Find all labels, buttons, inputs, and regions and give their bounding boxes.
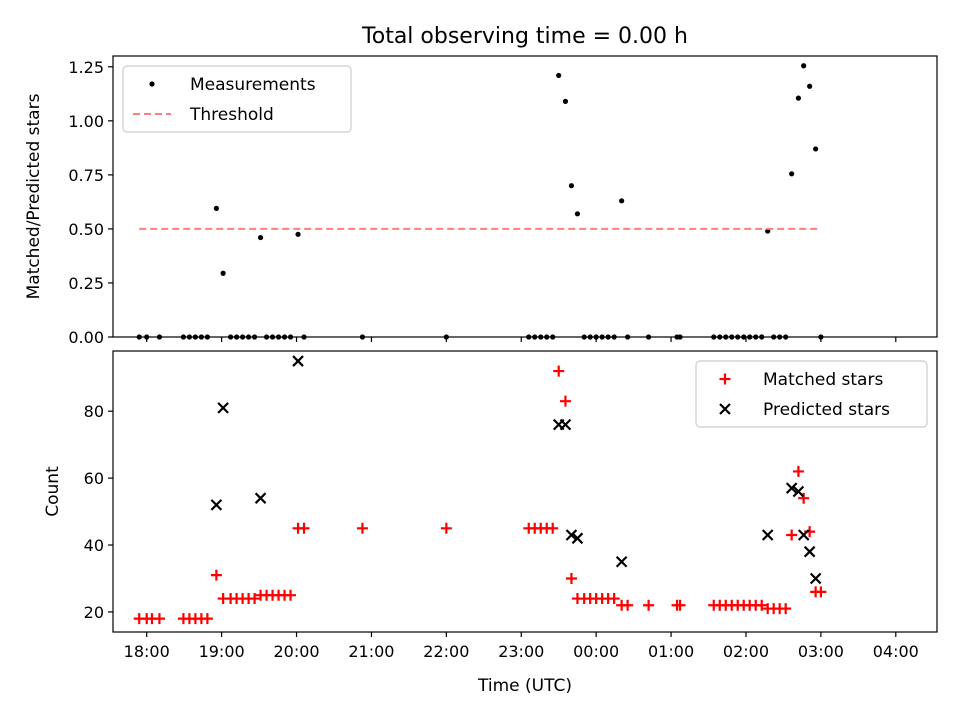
y-tick-label: 0.50: [68, 220, 104, 239]
matched-star-point: [674, 599, 686, 611]
matched-star-point: [643, 599, 655, 611]
matched-star-point: [153, 613, 165, 625]
legend-measurement-handle: [149, 81, 155, 87]
x-tick-label: 20:00: [273, 642, 319, 661]
measurement-point: [295, 231, 301, 237]
y-tick-label: 1.25: [68, 58, 104, 77]
measurement-point: [789, 171, 795, 177]
ratio-panel: 0.00 0.25 0.50 0.75 1.00 1.25 Matched/Predicte…: [24, 55, 938, 347]
measurement-point: [556, 72, 562, 79]
x-tick-label: 01:00: [648, 642, 694, 661]
predicted-star-point: [210, 499, 223, 511]
x-tick-label: 00:00: [573, 642, 619, 661]
x-tick-label: 03:00: [798, 642, 844, 661]
y-tick-label: 40: [84, 536, 104, 555]
legend-label: Threshold: [189, 105, 274, 125]
legend-box: [122, 65, 352, 133]
predicted-star-point: [803, 545, 816, 558]
predicted-star-point: [792, 485, 805, 498]
y-tick-label: 60: [84, 469, 104, 488]
measurement-point: [562, 98, 569, 104]
matched-star-point: [815, 586, 827, 598]
count-panel: 18:00 19:00 20:00 21:00 22:00 23:00 00:00 01:00…: [43, 350, 938, 661]
matched-star-point: [249, 593, 261, 605]
y-tick-label: 1.00: [68, 112, 104, 131]
axes-frame: [112, 55, 938, 338]
measurement-point: [795, 95, 802, 101]
matched-star-point: [780, 603, 792, 615]
predicted-star-point: [809, 572, 822, 585]
matched-star-point: [201, 613, 213, 625]
x-tick-label: 22:00: [423, 642, 469, 661]
matched-star-point: [622, 599, 634, 611]
matched-star-point: [798, 492, 810, 504]
matched-star-point: [559, 395, 571, 407]
matched-star-point: [356, 522, 368, 534]
predicted-star-point: [565, 529, 578, 541]
matched-star-point: [210, 569, 222, 581]
y-axis-label: Count: [43, 466, 63, 517]
legend-box: [695, 360, 928, 428]
predicted-star-point: [571, 532, 584, 545]
predicted-star-point: [761, 529, 774, 541]
legend-label: Predicted stars: [763, 400, 890, 420]
legend-label: Matched stars: [763, 370, 883, 390]
predicted-star-point: [797, 529, 810, 541]
measurement-point: [220, 270, 226, 276]
x-tick-label: 23:00: [498, 642, 544, 661]
matched-star-point: [440, 522, 452, 534]
matched-star-point: [553, 365, 565, 377]
measurement-point: [257, 234, 264, 241]
legend-predicted-handle: [719, 403, 731, 415]
y-tick-label: 0.75: [68, 166, 104, 185]
x-tick-label: 18:00: [124, 642, 170, 661]
y-tick-label: 0.25: [68, 274, 104, 293]
measurement-point: [813, 146, 819, 152]
matched-star-point: [786, 529, 798, 541]
matched-star-point: [565, 572, 577, 584]
matched-star-point: [792, 465, 804, 477]
x-axis-label: Time (UTC): [477, 676, 572, 696]
matched-star-point: [608, 593, 620, 605]
predicted-star-point: [254, 492, 267, 504]
predicted-star-point: [615, 555, 628, 568]
measurement-point: [801, 63, 807, 69]
x-tick-label: 19:00: [199, 642, 245, 661]
predicted-star-point: [217, 402, 229, 414]
chart-title: Total observing time = 0.00 h: [361, 24, 688, 49]
predicted-star-point: [785, 482, 798, 494]
matched-star-point: [298, 522, 310, 534]
x-tick-label: 04:00: [873, 642, 919, 661]
predicted-star-point: [292, 355, 304, 367]
x-tick-label: 02:00: [723, 642, 769, 661]
predicted-star-point: [559, 418, 572, 431]
y-tick-label: 20: [84, 603, 104, 622]
measurement-point: [619, 198, 625, 204]
y-tick-label: 80: [84, 402, 104, 421]
matched-star-point: [285, 589, 297, 601]
legend-label: Measurements: [190, 75, 316, 95]
matched-star-point: [547, 522, 559, 534]
measurement-point: [574, 211, 581, 217]
measurement-point: [807, 83, 813, 89]
y-tick-label: 0.00: [68, 328, 104, 347]
axes-frame: [112, 350, 938, 633]
measurement-point: [568, 183, 575, 189]
legend-matched-handle: [719, 373, 731, 385]
x-tick-label: 21:00: [348, 642, 394, 661]
measurement-point: [213, 205, 219, 211]
matched-star-point: [756, 599, 768, 611]
y-axis-label: Matched/Predicted stars: [24, 93, 44, 299]
